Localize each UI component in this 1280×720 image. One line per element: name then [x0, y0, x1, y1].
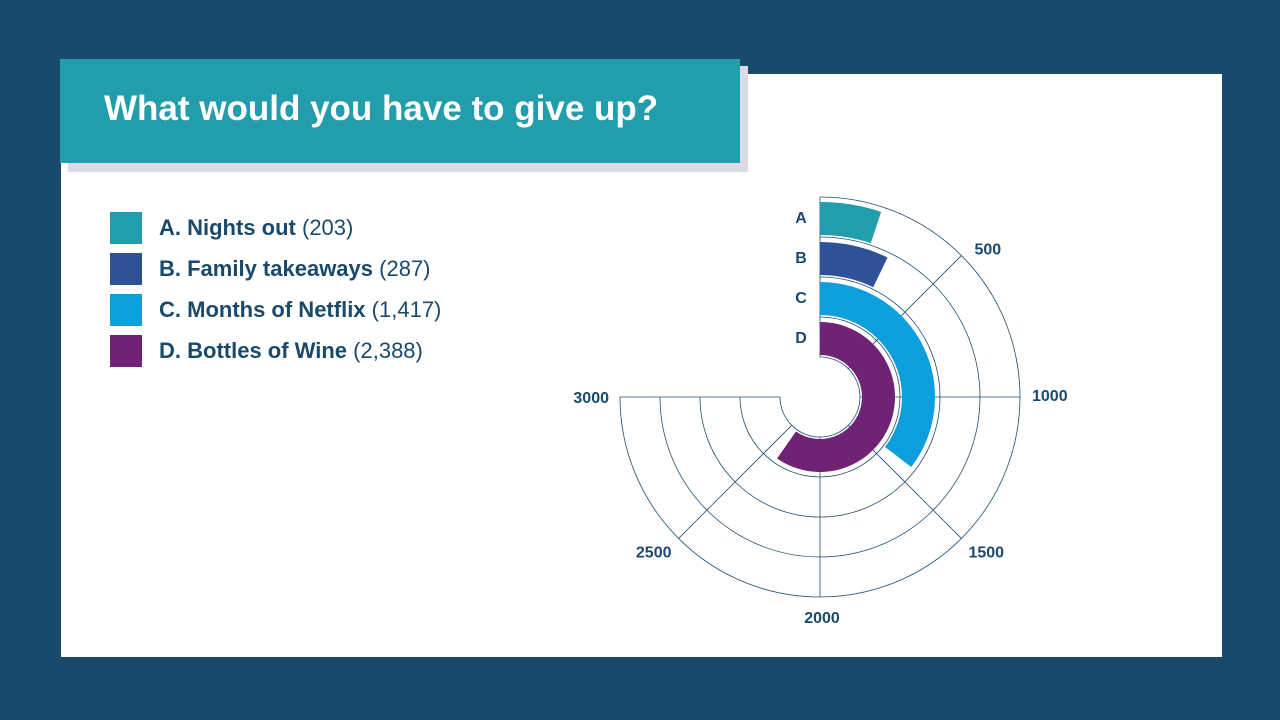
tick-label: 500 [974, 242, 1001, 259]
legend: A. Nights out (203) B. Family takeaways … [110, 207, 441, 371]
category-label-b: B [795, 250, 807, 267]
legend-item-b: B. Family takeaways (287) [110, 248, 441, 289]
bar-a [820, 202, 882, 244]
tick-label: 2500 [636, 544, 672, 561]
tick-label: 1000 [1032, 388, 1068, 405]
legend-value-c: (1,417) [371, 296, 442, 322]
legend-value-b: (287) [379, 255, 431, 281]
legend-swatch-d [110, 334, 142, 367]
legend-value-a: (203) [302, 214, 354, 240]
page-title: What would you have to give up? [104, 89, 659, 128]
legend-label-c: C. Months of Netflix [159, 296, 366, 322]
legend-label-b: B. Family takeaways [159, 255, 374, 281]
grid-spoke [678, 425, 792, 539]
title-bar: What would you have to give up? [60, 59, 740, 163]
tick-label: 3000 [573, 390, 609, 407]
tick-label: 2000 [804, 610, 840, 627]
legend-value-d: (2,388) [353, 337, 423, 363]
bar-d [777, 322, 896, 472]
category-label-d: D [795, 330, 807, 347]
legend-swatch-b [110, 252, 142, 285]
legend-item-d: D. Bottles of Wine (2,388) [110, 330, 441, 371]
legend-label-a: A. Nights out [159, 214, 296, 240]
category-label-a: A [795, 210, 807, 227]
grid-ring [619, 196, 1021, 598]
legend-swatch-c [110, 293, 142, 326]
legend-item-a: A. Nights out (203) [110, 207, 441, 248]
bar-c [820, 282, 935, 468]
category-label-c: C [795, 290, 807, 307]
bar-b [820, 242, 888, 288]
legend-swatch-a [110, 211, 142, 244]
chart-labels: A B C D 500 1000 1500 2000 2500 3000 [573, 210, 1067, 627]
tick-label: 1500 [968, 544, 1004, 561]
grid-ring [779, 356, 861, 438]
legend-item-c: C. Months of Netflix (1,417) [110, 289, 441, 330]
legend-label-d: D. Bottles of Wine [159, 337, 348, 363]
chart-bars [777, 202, 935, 472]
